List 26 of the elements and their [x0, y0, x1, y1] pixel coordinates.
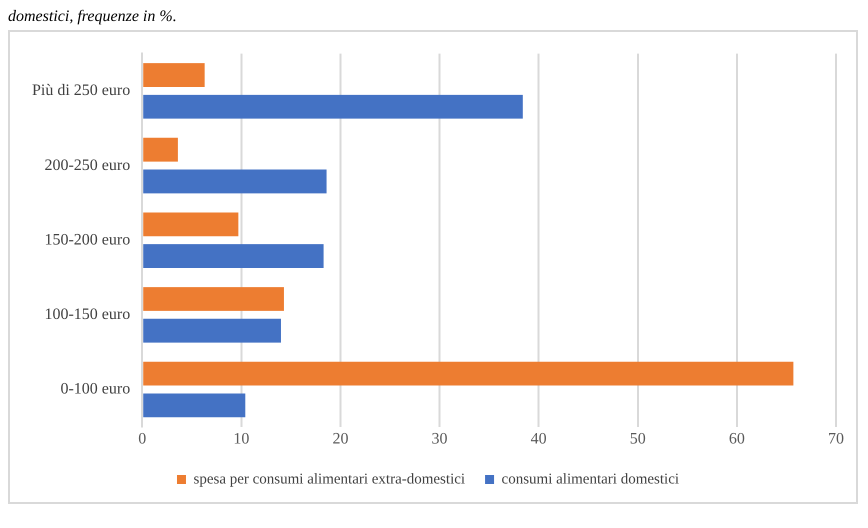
bar — [143, 362, 794, 386]
y-tick-label: 100-150 euro — [44, 306, 130, 324]
x-tick-label: 40 — [530, 430, 547, 448]
x-tick-label: 20 — [332, 430, 348, 448]
bar — [143, 287, 284, 311]
x-tick-label: 30 — [432, 430, 448, 448]
bar — [143, 212, 238, 236]
bar — [143, 244, 324, 268]
legend-label: spesa per consumi alimentari extra-domestici — [193, 471, 466, 488]
bar — [143, 94, 523, 119]
legend-label: consumi alimentari domestici — [502, 471, 680, 488]
x-tick-label: 70 — [828, 430, 844, 448]
y-tick-label: Più di 250 euro — [32, 82, 130, 100]
bar — [143, 393, 246, 418]
x-tick-label: 50 — [630, 430, 646, 448]
bar — [143, 318, 281, 343]
y-tick-label: 150-200 euro — [44, 231, 130, 248]
bar — [143, 63, 205, 87]
text: domestici, frequenze in %. — [8, 8, 178, 26]
y-tick-label: 0-100 euro — [60, 380, 130, 398]
bar — [143, 138, 178, 162]
y-tick-label: 200-250 euro — [44, 156, 130, 174]
x-tick-label: 60 — [728, 430, 745, 448]
x-tick-label: 10 — [233, 430, 250, 448]
bar — [143, 170, 327, 194]
x-tick-label: 0 — [138, 430, 146, 448]
